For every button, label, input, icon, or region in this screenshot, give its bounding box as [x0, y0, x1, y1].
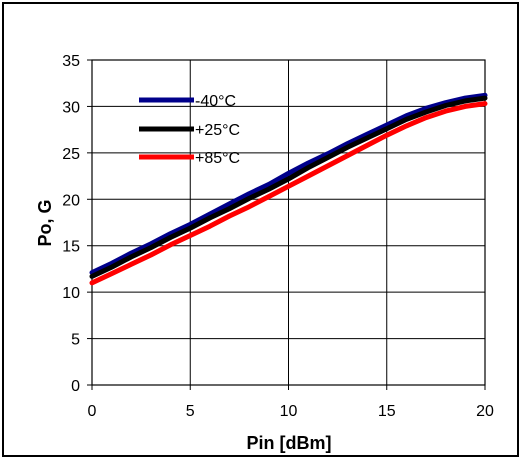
y-axis-title: Po, G — [35, 199, 55, 246]
y-tick-label: 10 — [62, 285, 80, 302]
legend-label: +25°C — [195, 122, 240, 139]
series-lines — [89, 92, 488, 286]
x-axis-title: Pin [dBm] — [247, 433, 332, 453]
x-tick-label: 20 — [476, 403, 494, 420]
plot-area — [91, 59, 486, 386]
legend-label: -40°C — [195, 93, 236, 110]
y-tick-label: 35 — [62, 53, 80, 70]
y-tick-label: 5 — [71, 332, 80, 349]
x-tick-label: 0 — [88, 403, 97, 420]
x-tick-labels: 0 5 10 15 20 — [88, 403, 494, 420]
legend-label: +85°C — [195, 150, 240, 167]
y-tick-label: 30 — [62, 99, 80, 116]
x-tick-label: 15 — [378, 403, 396, 420]
series-line — [89, 95, 488, 279]
y-tick-labels: 0 5 10 15 20 25 30 35 — [62, 53, 80, 395]
series-line — [89, 92, 488, 276]
y-tick-label: 25 — [62, 146, 80, 163]
y-tick-label: 20 — [62, 192, 80, 209]
chart-frame: 0 5 10 15 20 25 30 35 0 5 10 15 20 -40°C +25°C +85°C … — [2, 2, 519, 457]
x-tick-label: 10 — [280, 403, 298, 420]
legend: -40°C +25°C +85°C — [139, 93, 240, 167]
x-tick-label: 5 — [186, 403, 195, 420]
y-tick-label: 15 — [62, 239, 80, 256]
y-tick-label: 0 — [71, 378, 80, 395]
series-line — [89, 101, 488, 286]
